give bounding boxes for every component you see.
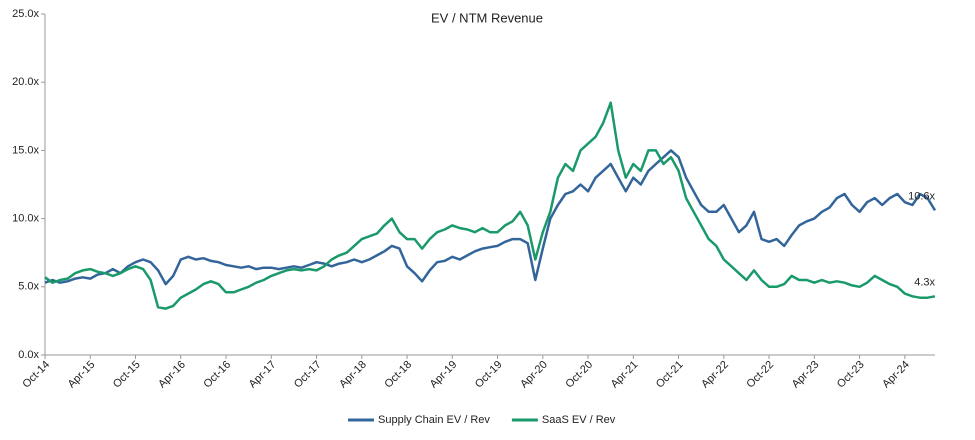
y-tick-label: 20.0x: [12, 76, 39, 88]
data-label: 4.3x: [914, 276, 935, 288]
series-line: [44, 149, 937, 286]
x-tick-label: Apr-21: [609, 359, 641, 391]
x-tick-label: Oct-22: [744, 359, 776, 391]
legend-label: SaaS EV / Rev: [542, 414, 616, 426]
x-tick-label: Oct-19: [473, 359, 505, 391]
x-tick-label: Oct-16: [201, 359, 233, 391]
chart-title: EV / NTM Revenue: [431, 10, 543, 25]
y-tick-label: 25.0x: [12, 8, 39, 20]
x-tick-label: Apr-20: [518, 359, 550, 391]
data-label: 10.6x: [908, 190, 935, 202]
x-tick-label: Oct-20: [563, 359, 595, 391]
x-tick-label: Oct-15: [111, 359, 143, 391]
y-tick-label: 15.0x: [12, 144, 39, 156]
series-line: [44, 101, 936, 310]
x-tick-label: Apr-18: [337, 359, 369, 391]
x-tick-label: Oct-21: [654, 359, 686, 391]
x-tick-label: Apr-23: [790, 359, 822, 391]
x-tick-label: Apr-19: [428, 359, 460, 391]
x-tick-label: Oct-23: [835, 359, 867, 391]
x-tick-label: Apr-16: [156, 359, 188, 391]
y-tick-label: 0.0x: [18, 349, 39, 361]
x-tick-label: Apr-24: [880, 359, 912, 391]
x-tick-label: Oct-14: [20, 359, 52, 391]
legend-label: Supply Chain EV / Rev: [378, 414, 490, 426]
x-tick-label: Oct-17: [292, 359, 324, 391]
x-tick-label: Apr-22: [699, 359, 731, 391]
x-tick-label: Oct-18: [382, 359, 414, 391]
x-tick-label: Apr-15: [66, 359, 98, 391]
y-tick-label: 5.0x: [18, 281, 39, 293]
y-tick-label: 10.0x: [12, 213, 39, 225]
x-tick-label: Apr-17: [247, 359, 279, 391]
